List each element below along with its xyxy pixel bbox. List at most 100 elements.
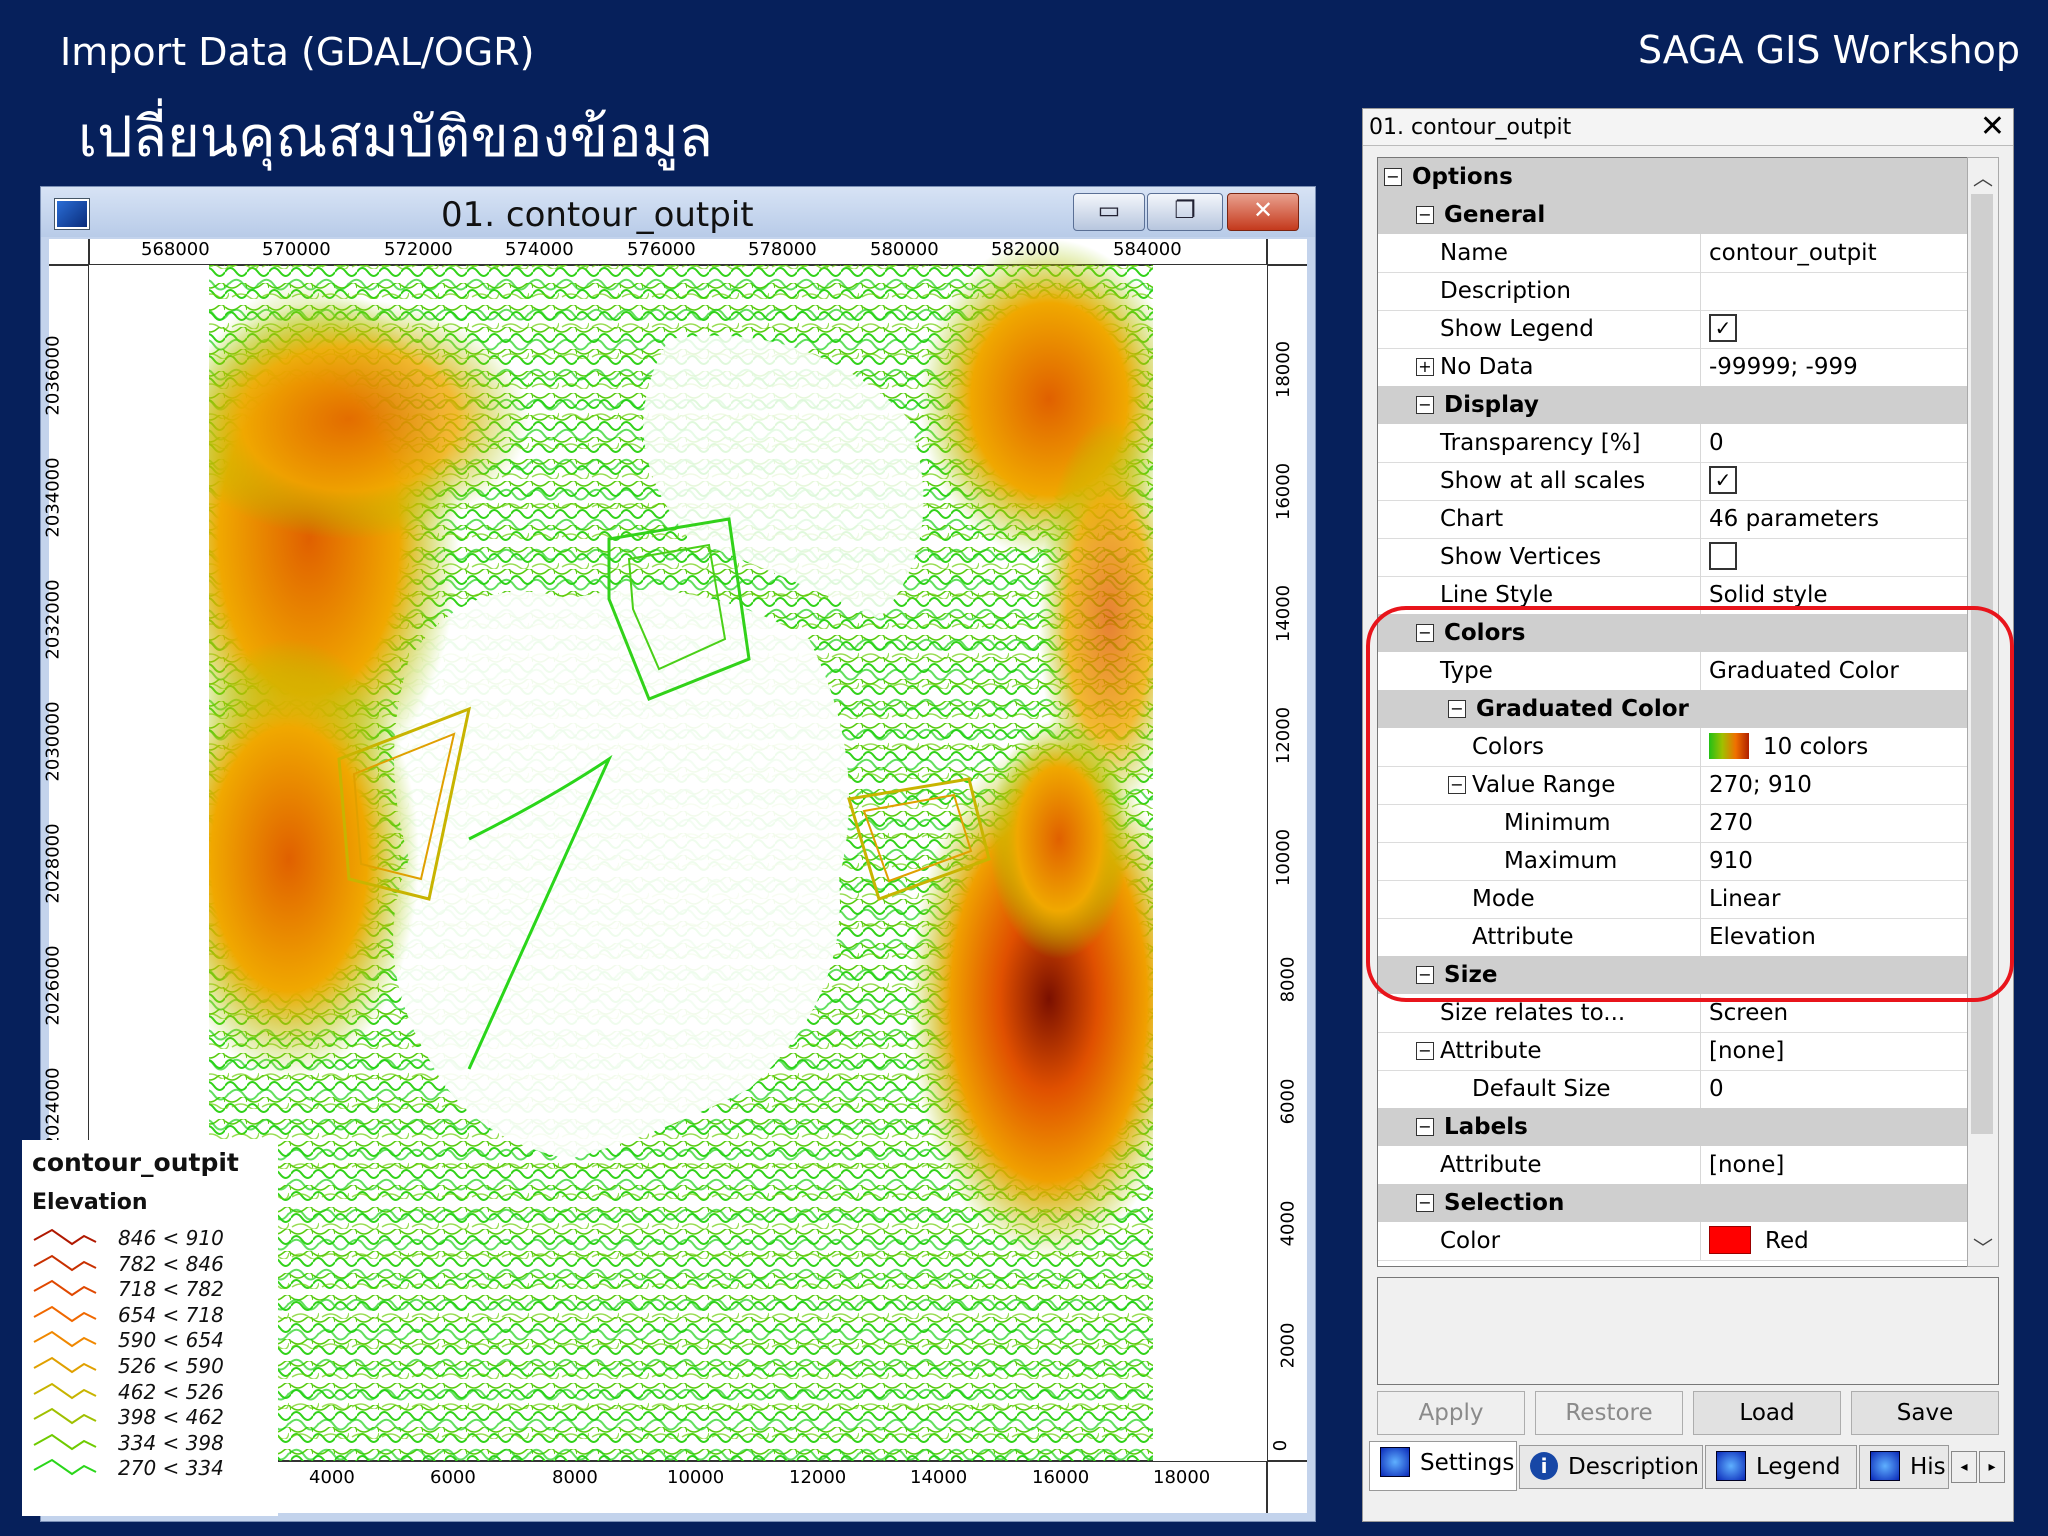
property-value[interactable]: Elevation: [1700, 918, 1968, 956]
show-vertices-checkbox[interactable]: [1709, 542, 1737, 570]
restore-button[interactable]: Restore: [1535, 1391, 1683, 1435]
expand-icon[interactable]: +: [1416, 358, 1434, 376]
property-default-size[interactable]: Default Size 0: [1378, 1070, 1968, 1109]
property-scrollbar[interactable]: ︿ ﹀: [1967, 157, 1999, 1267]
legend-line-swatch: [33, 1228, 97, 1246]
property-colors[interactable]: Colors 10 colors: [1378, 728, 1968, 767]
property-value[interactable]: Screen: [1700, 994, 1968, 1032]
chevron-down-icon[interactable]: ﹀: [1973, 1236, 1993, 1260]
collapse-icon[interactable]: −: [1416, 1042, 1434, 1060]
property-value[interactable]: [none]: [1700, 1032, 1968, 1070]
tab-legend[interactable]: Legend: [1705, 1445, 1857, 1489]
legend-item-label: 718 < 782: [118, 1277, 224, 1302]
property-value[interactable]: [1700, 272, 1968, 310]
property-value[interactable]: 0: [1700, 1070, 1968, 1108]
category-colors[interactable]: − Colors: [1378, 614, 1968, 652]
property-chart[interactable]: Chart 46 parameters: [1378, 500, 1968, 539]
save-button[interactable]: Save: [1851, 1391, 1999, 1435]
restore-window-button[interactable]: ❐: [1147, 193, 1223, 231]
property-value[interactable]: [1700, 538, 1968, 576]
scroll-thumb[interactable]: [1971, 194, 1993, 1134]
minimize-button[interactable]: ▭: [1073, 193, 1145, 231]
property-attribute[interactable]: Attribute Elevation: [1378, 918, 1968, 957]
left-tick: 2030000: [42, 701, 64, 782]
property-maximum[interactable]: Maximum 910: [1378, 842, 1968, 881]
property-value[interactable]: ✓: [1700, 310, 1968, 348]
category-general[interactable]: − General: [1378, 196, 1968, 234]
map-window-titlebar[interactable]: 01. contour_outpit ▭ ❐ ✕: [41, 187, 1315, 237]
right-tick: 16000: [1273, 462, 1295, 521]
apply-button[interactable]: Apply: [1377, 1391, 1525, 1435]
property-size-relates[interactable]: Size relates to... Screen: [1378, 994, 1968, 1033]
chevron-left-icon[interactable]: ◂: [1951, 1451, 1977, 1483]
property-value[interactable]: contour_outpit: [1700, 234, 1968, 272]
legend-item-label: 526 < 590: [118, 1354, 224, 1378]
legend-item: 782 < 846: [32, 1252, 272, 1276]
load-button[interactable]: Load: [1693, 1391, 1841, 1435]
chevron-right-icon[interactable]: ▸: [1979, 1451, 2005, 1483]
property-grid[interactable]: − Options − General Name contour_outpit …: [1377, 157, 1969, 1267]
property-value[interactable]: 270: [1700, 804, 1968, 842]
close-icon: ✕: [1252, 196, 1274, 224]
property-size-attribute[interactable]: − Attribute [none]: [1378, 1032, 1968, 1071]
property-description[interactable]: Description: [1378, 272, 1968, 311]
collapse-icon[interactable]: −: [1416, 624, 1434, 642]
top-tick: 582000: [991, 239, 1060, 260]
property-value[interactable]: [none]: [1700, 1146, 1968, 1184]
category-options[interactable]: − Options: [1378, 158, 1968, 196]
property-value-range[interactable]: − Value Range 270; 910: [1378, 766, 1968, 805]
property-value[interactable]: Linear: [1700, 880, 1968, 918]
property-transparency[interactable]: Transparency [%] 0: [1378, 424, 1968, 463]
slide-brand: SAGA GIS Workshop: [1637, 28, 2020, 72]
property-value[interactable]: Solid style: [1700, 576, 1968, 614]
property-mode[interactable]: Mode Linear: [1378, 880, 1968, 919]
property-value[interactable]: 0: [1700, 424, 1968, 462]
right-tick: 0: [1270, 1439, 1292, 1452]
property-value[interactable]: 910: [1700, 842, 1968, 880]
bottom-tick: 4000: [309, 1467, 355, 1488]
property-show-all-scales[interactable]: Show at all scales ✓: [1378, 462, 1968, 501]
property-name[interactable]: Name contour_outpit: [1378, 234, 1968, 273]
collapse-icon[interactable]: −: [1416, 1118, 1434, 1136]
property-show-vertices[interactable]: Show Vertices: [1378, 538, 1968, 577]
property-value[interactable]: Red: [1700, 1222, 1968, 1260]
collapse-icon[interactable]: −: [1448, 700, 1466, 718]
category-selection[interactable]: − Selection: [1378, 1184, 1968, 1222]
collapse-icon[interactable]: −: [1416, 396, 1434, 414]
collapse-icon[interactable]: −: [1416, 1194, 1434, 1212]
close-icon[interactable]: ✕: [1979, 109, 2005, 144]
property-label: Line Style: [1440, 582, 1554, 608]
collapse-icon[interactable]: −: [1384, 168, 1402, 186]
collapse-icon[interactable]: −: [1448, 776, 1466, 794]
property-value[interactable]: ✓: [1700, 462, 1968, 500]
color-ramp-swatch[interactable]: [1709, 733, 1749, 759]
category-graduated-color[interactable]: − Graduated Color: [1378, 690, 1968, 728]
left-tick: 2036000: [42, 335, 64, 416]
tab-histogram[interactable]: His: [1859, 1445, 1949, 1489]
legend-item: 718 < 782: [32, 1277, 272, 1301]
tab-settings[interactable]: Settings: [1369, 1441, 1517, 1491]
property-show-legend[interactable]: Show Legend ✓: [1378, 310, 1968, 349]
tab-description[interactable]: i Description: [1519, 1445, 1703, 1489]
property-selection-color[interactable]: Color Red: [1378, 1222, 1968, 1261]
show-all-scales-checkbox[interactable]: ✓: [1709, 466, 1737, 494]
category-size[interactable]: − Size: [1378, 956, 1968, 994]
category-display[interactable]: − Display: [1378, 386, 1968, 424]
property-label-attribute[interactable]: Attribute [none]: [1378, 1146, 1968, 1185]
property-no-data[interactable]: + No Data -99999; -999: [1378, 348, 1968, 387]
property-value[interactable]: 10 colors: [1700, 728, 1968, 766]
map-svg[interactable]: [49, 239, 1307, 1513]
collapse-icon[interactable]: −: [1416, 206, 1434, 224]
close-window-button[interactable]: ✕: [1227, 193, 1299, 231]
category-labels[interactable]: − Labels: [1378, 1108, 1968, 1146]
show-legend-checkbox[interactable]: ✓: [1709, 314, 1737, 342]
color-swatch[interactable]: [1709, 1226, 1751, 1254]
property-value[interactable]: 270; 910: [1700, 766, 1968, 804]
collapse-icon[interactable]: −: [1416, 966, 1434, 984]
property-value[interactable]: Graduated Color: [1700, 652, 1968, 690]
chevron-up-icon[interactable]: ︿: [1973, 166, 1993, 190]
property-minimum[interactable]: Minimum 270: [1378, 804, 1968, 843]
property-value[interactable]: 46 parameters: [1700, 500, 1968, 538]
property-value[interactable]: -99999; -999: [1700, 348, 1968, 386]
properties-panel[interactable]: 01. contour_outpit ✕ − Options − General…: [1362, 108, 2014, 1522]
